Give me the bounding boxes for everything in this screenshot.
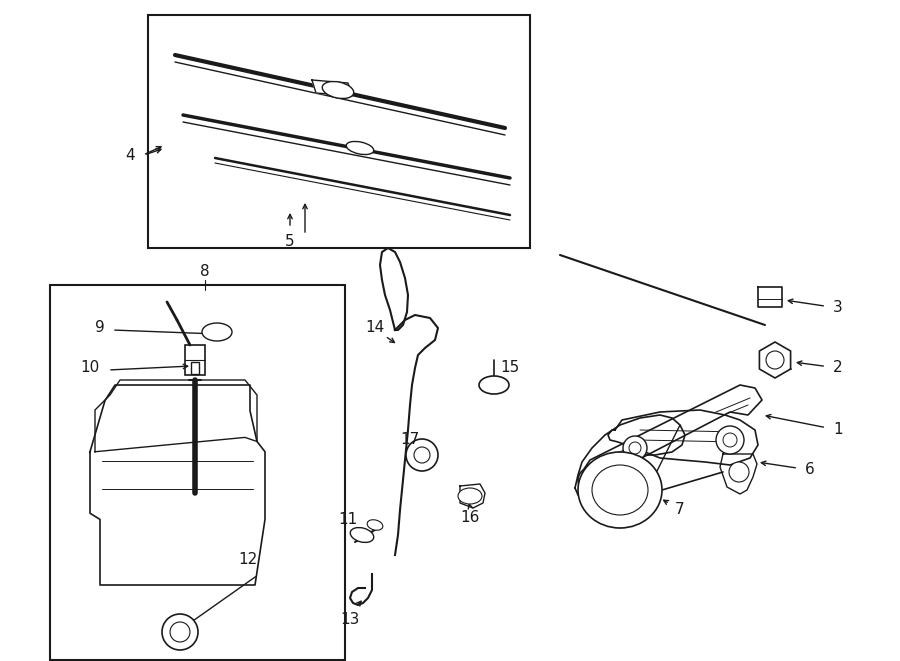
Ellipse shape <box>202 323 232 341</box>
Polygon shape <box>580 385 762 490</box>
Polygon shape <box>760 342 790 378</box>
Ellipse shape <box>322 81 354 98</box>
Polygon shape <box>312 80 352 96</box>
Bar <box>148 15 530 248</box>
Polygon shape <box>758 287 782 307</box>
Text: 10: 10 <box>80 360 100 375</box>
Circle shape <box>729 462 749 482</box>
Circle shape <box>162 614 198 650</box>
Text: 15: 15 <box>500 360 519 375</box>
Text: 14: 14 <box>365 321 384 336</box>
Polygon shape <box>608 410 758 465</box>
Text: 6: 6 <box>806 463 814 477</box>
Circle shape <box>414 447 430 463</box>
Circle shape <box>723 433 737 447</box>
Text: 8: 8 <box>200 264 210 280</box>
Ellipse shape <box>367 520 382 530</box>
Text: 7: 7 <box>675 502 685 518</box>
Bar <box>191 362 199 374</box>
Circle shape <box>629 442 641 454</box>
Ellipse shape <box>346 141 374 155</box>
Text: 12: 12 <box>238 553 257 568</box>
Text: 16: 16 <box>460 510 480 525</box>
Text: 11: 11 <box>338 512 357 527</box>
Bar <box>50 285 345 660</box>
Text: 1: 1 <box>833 422 842 438</box>
Circle shape <box>623 436 647 460</box>
Polygon shape <box>575 415 685 495</box>
Circle shape <box>766 351 784 369</box>
Circle shape <box>406 439 438 471</box>
Text: 13: 13 <box>340 613 360 627</box>
Polygon shape <box>720 454 757 494</box>
Circle shape <box>584 474 596 486</box>
Circle shape <box>716 426 744 454</box>
Ellipse shape <box>458 488 482 504</box>
Polygon shape <box>460 484 485 508</box>
Text: 3: 3 <box>833 301 843 315</box>
Ellipse shape <box>479 376 509 394</box>
Circle shape <box>170 622 190 642</box>
Bar <box>185 345 205 375</box>
Ellipse shape <box>350 527 374 543</box>
Text: 4: 4 <box>125 147 135 163</box>
Text: 17: 17 <box>400 432 419 447</box>
Ellipse shape <box>578 452 662 528</box>
Polygon shape <box>95 380 257 451</box>
Circle shape <box>578 468 602 492</box>
Polygon shape <box>90 385 265 585</box>
Text: 9: 9 <box>95 321 105 336</box>
Ellipse shape <box>592 465 648 515</box>
Text: 2: 2 <box>833 360 842 375</box>
Text: 5: 5 <box>285 235 295 249</box>
